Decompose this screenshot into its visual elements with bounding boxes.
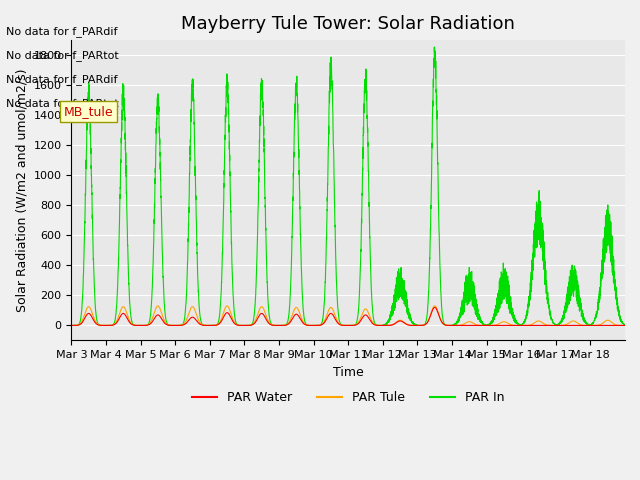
Line: PAR Water: PAR Water [72, 307, 625, 325]
PAR In [431, 44, 438, 50]
PAR Water [328, 311, 335, 316]
PAR In [328, 77, 335, 83]
PAR In [405, 315, 413, 321]
Text: No data for f_PARdif: No data for f_PARdif [6, 73, 118, 84]
Text: No data for f_PARtot: No data for f_PARtot [6, 97, 119, 108]
Y-axis label: Solar Radiation (W/m2 and umol/m2/s): Solar Radiation (W/m2 and umol/m2/s) [15, 69, 28, 312]
PAR Water [448, 323, 456, 328]
Text: No data for f_PARdif: No data for f_PARdif [6, 25, 118, 36]
PAR Water [405, 322, 413, 328]
PAR Tule [68, 323, 76, 328]
PAR Water [87, 312, 95, 318]
PAR Water [280, 323, 288, 328]
PAR Water [68, 323, 76, 328]
PAR Water [490, 323, 498, 328]
PAR In [68, 323, 76, 328]
Text: No data for f_PARtot: No data for f_PARtot [6, 49, 119, 60]
PAR In [87, 143, 95, 149]
PAR Tule [390, 321, 398, 327]
PAR In [621, 322, 629, 328]
Line: PAR Tule: PAR Tule [72, 306, 625, 325]
PAR In [280, 323, 288, 328]
PAR In [172, 323, 179, 328]
PAR In [490, 312, 498, 317]
PAR Tule [87, 306, 95, 312]
PAR Tule [280, 323, 288, 328]
PAR Tule [448, 323, 456, 328]
PAR Tule [154, 303, 162, 309]
PAR Water [390, 321, 398, 327]
X-axis label: Time: Time [333, 366, 364, 379]
PAR Tule [328, 305, 335, 311]
PAR Tule [621, 323, 629, 328]
Text: MB_tule: MB_tule [64, 105, 114, 118]
PAR Tule [490, 323, 498, 328]
Legend: PAR Water, PAR Tule, PAR In: PAR Water, PAR Tule, PAR In [187, 386, 509, 409]
Line: PAR In: PAR In [72, 47, 625, 325]
PAR In [390, 301, 398, 307]
Title: Mayberry Tule Tower: Solar Radiation: Mayberry Tule Tower: Solar Radiation [181, 15, 515, 33]
PAR Tule [405, 322, 413, 328]
PAR Water [621, 323, 629, 328]
PAR Water [431, 304, 438, 310]
